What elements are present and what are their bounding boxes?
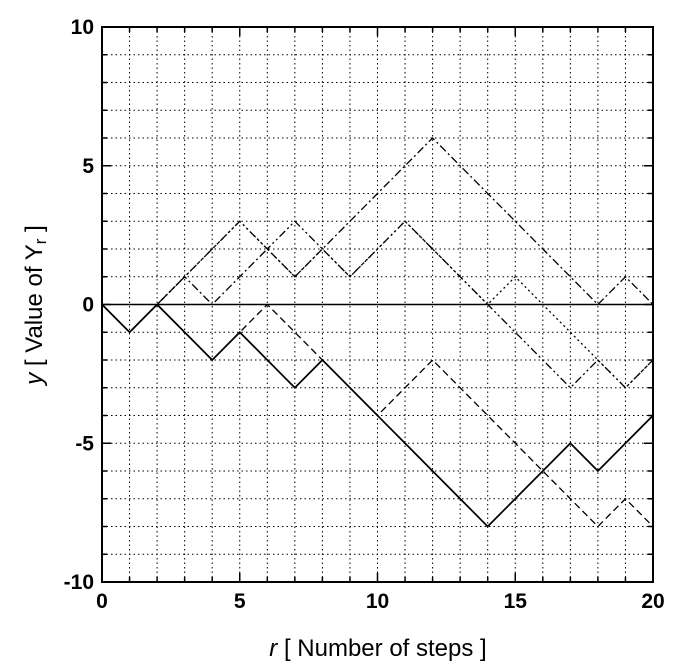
y-tick-label: 5 <box>82 155 94 178</box>
series-group <box>101 137 654 528</box>
x-axis-label: r [ Number of steps ] <box>269 635 486 662</box>
series-line-5-dashed <box>101 303 654 528</box>
series-line-4-dash-dot-dot <box>101 220 654 389</box>
y-axis-subscript: r <box>31 238 50 244</box>
tick-marks <box>101 26 654 583</box>
x-tick-label: 0 <box>96 590 108 613</box>
y-tick-label: -5 <box>75 432 94 455</box>
x-tick-label: 10 <box>366 590 389 613</box>
x-axis-variable: r <box>269 635 278 662</box>
grid <box>102 27 653 582</box>
series-line-2-dash-dot <box>101 137 654 334</box>
y-tick-label: -10 <box>64 571 94 594</box>
x-tick-label: 15 <box>504 590 528 613</box>
x-tick-label: 5 <box>234 590 246 613</box>
y-tick-label: 0 <box>82 294 94 317</box>
x-axis-text: [ Number of steps ] <box>277 635 486 662</box>
y-axis-text: [ Value of Y <box>21 244 48 373</box>
x-tick-label: 20 <box>641 590 664 613</box>
tick-labels: 0 5 10 15 20 10 5 0 -5 -10 <box>64 16 665 613</box>
y-axis-text-end: ] <box>21 225 48 238</box>
y-axis-variable: y <box>21 371 48 387</box>
y-axis-label: y [ Value of Yr ] <box>21 225 50 387</box>
y-tick-label: 10 <box>71 16 94 39</box>
